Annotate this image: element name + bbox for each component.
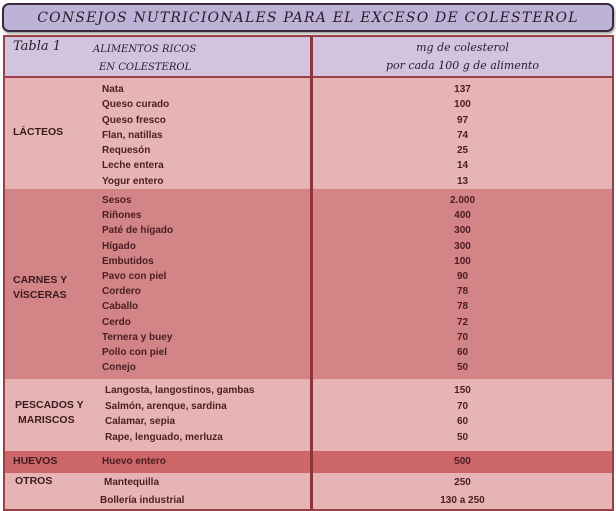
cholesterol-value: 50 [456,431,469,443]
section-huevos: HUEVOS Huevo entero 500 [5,451,612,473]
food-item: Mantequilla [104,477,160,488]
food-list: Sesos Riñones Paté de hígado Hígado Embu… [102,193,173,375]
food-item: Requesón [102,145,151,157]
food-item: Yogur entero [102,175,164,187]
cholesterol-value: 60 [456,416,469,427]
cholesterol-value: 78 [456,286,469,298]
cholesterol-value: 14 [456,160,469,172]
food-item: Cordero [102,286,141,298]
section-otros: OTROS Mantequilla Bollería industrial 25… [5,473,612,509]
food-item: Salmón, arenque, sardina [105,400,227,412]
cholesterol-value: 72 [456,316,469,328]
food-item: Pollo con piel [102,346,168,358]
value-list: 250 130 a 250 [313,474,612,510]
cholesterol-value: 400 [454,210,471,222]
value-list: 2.000 400 300 300 100 90 78 78 72 70 60 … [313,193,612,375]
title-banner: CONSEJOS NUTRICIONALES PARA EL EXCESO DE… [2,3,614,32]
cholesterol-value: 13 [456,175,469,187]
category-label: LÁCTEOS [13,126,64,138]
food-list: Langosta, langostinos, gambas Salmón, ar… [105,383,254,445]
cholesterol-value: 500 [454,456,471,467]
food-item: Rape, lenguado, merluza [105,431,223,443]
section-carnes-visceras: CARNES Y VÍSCERAS Sesos Riñones Paté de … [5,189,612,379]
food-item: Nata [102,84,124,95]
food-item: Hígado [102,240,136,252]
cholesterol-value: 100 [454,99,471,111]
food-item: Caballo [102,301,139,313]
cholesterol-value: 250 [454,477,471,488]
category-line: CARNES Y [13,274,68,286]
food-item: Queso fresco [102,114,166,126]
cholesterol-value: 90 [456,270,469,282]
category-line: MARISCOS [18,414,75,426]
food-item: Bollería industrial [100,495,185,506]
food-item: Paté de hígado [102,225,174,237]
cholesterol-value: 137 [454,84,471,95]
column-header-foods: ALIMENTOS RICOS EN COLESTEROL [93,41,196,77]
food-item: Calamar, sepia [105,416,176,427]
food-item: Conejo [102,362,136,374]
food-item: Riñones [102,210,142,222]
cholesterol-value: 130 a 250 [440,495,485,506]
category-line: VÍSCERAS [13,289,67,301]
food-item: Huevo entero [102,456,166,467]
value-list: 137 100 97 74 25 14 13 [313,82,612,189]
food-item: Langosta, langostinos, gambas [105,385,255,396]
food-item: Queso curado [102,99,170,111]
category-label: OTROS [15,475,53,487]
page-title: CONSEJOS NUTRICIONALES PARA EL EXCESO DE… [37,9,579,26]
food-list: Huevo entero [102,454,166,469]
value-list: 150 70 60 50 [313,383,612,445]
table-header: Tabla 1 ALIMENTOS RICOS EN COLESTEROL mg… [5,37,612,78]
food-item: Cerdo [102,316,131,328]
column-header-mg: mg de colesterol por cada 100 g de alime… [313,39,612,75]
cholesterol-value: 60 [456,346,469,358]
cholesterol-value: 70 [456,400,469,412]
food-item: Ternera y buey [102,331,173,343]
cholesterol-value: 25 [456,145,469,157]
food-item: Flan, natillas [102,129,163,141]
cholesterol-table: Tabla 1 ALIMENTOS RICOS EN COLESTEROL mg… [3,35,614,511]
cholesterol-value: 300 [454,225,471,237]
cholesterol-value: 100 [454,255,471,267]
table-label: Tabla 1 [13,39,62,54]
cholesterol-value: 150 [454,385,471,396]
food-list: Mantequilla Bollería industrial [100,474,185,510]
cholesterol-value: 74 [456,129,469,141]
header-line: ALIMENTOS RICOS [93,44,197,55]
section-lacteos: LÁCTEOS Nata Queso curado Queso fresco F… [5,78,612,189]
cholesterol-value: 2.000 [449,195,476,206]
header-line: mg de colesterol [416,41,509,54]
cholesterol-value: 70 [456,331,469,343]
cholesterol-value: 300 [454,240,471,252]
cholesterol-value: 78 [456,301,469,313]
cholesterol-value: 97 [456,114,469,126]
food-item: Embutidos [102,255,154,267]
category-line: PESCADOS Y [15,399,84,411]
category-label: PESCADOS Y MARISCOS [15,398,84,428]
category-label: HUEVOS [13,455,58,467]
value-list: 500 [313,454,612,469]
section-pescados-mariscos: PESCADOS Y MARISCOS Langosta, langostino… [5,379,612,451]
food-list: Nata Queso curado Queso fresco Flan, nat… [102,82,169,189]
column-divider [310,37,313,509]
food-item: Sesos [102,195,132,206]
header-line: por cada 100 g de alimento [386,59,539,72]
header-line: EN COLESTEROL [99,62,192,73]
food-item: Leche entera [102,160,164,172]
cholesterol-value: 50 [456,362,469,374]
food-item: Pavo con piel [102,270,167,282]
category-label: CARNES Y VÍSCERAS [13,273,67,303]
